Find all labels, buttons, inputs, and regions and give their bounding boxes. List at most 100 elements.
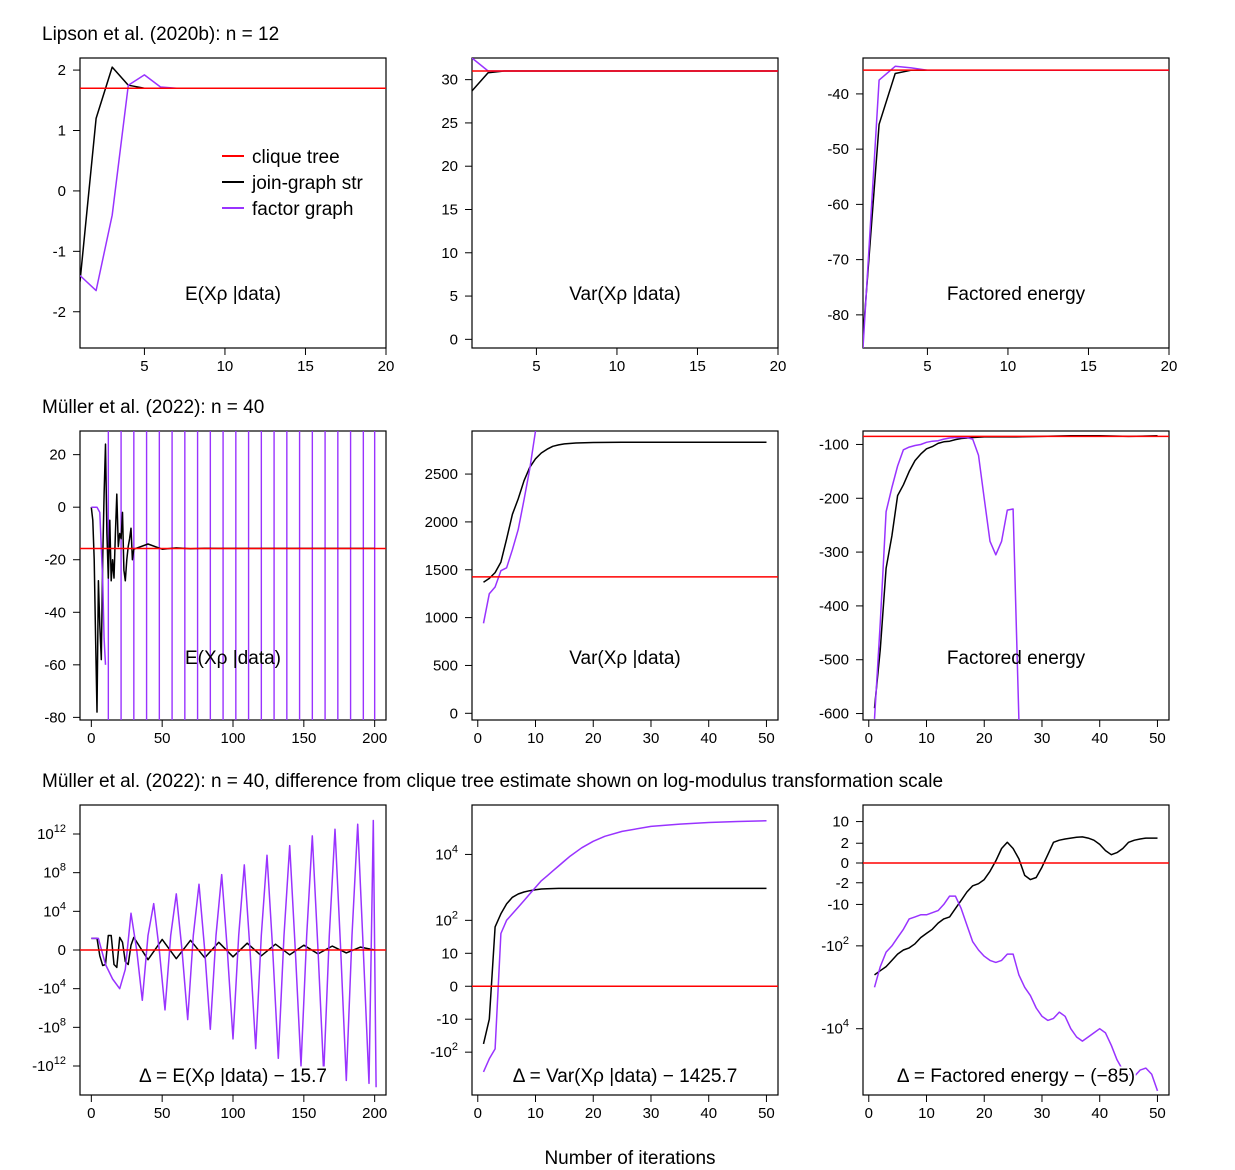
plot-area xyxy=(472,820,778,1073)
x-axis-label: Number of iterations xyxy=(544,1148,715,1169)
panel-r3c1: 0 50 100 150 200 -1012 -108 -104 0 104 108 1012 Δ = … xyxy=(32,804,387,1122)
panel-label: E(Xρ |data) xyxy=(185,284,281,305)
x-tick-label: 150 xyxy=(291,730,316,747)
x-tick-label: 30 xyxy=(643,1105,660,1122)
panel-r2c1: 0 50 100 150 200 -80 -60 -40 -20 0 20 E(Xρ |data) xyxy=(44,430,387,747)
row-title-2: Müller et al. (2022): n = 40 xyxy=(42,397,264,418)
y-tick-label: -20 xyxy=(44,552,66,569)
x-tick-label: 150 xyxy=(291,1105,316,1122)
x-tick-label: 0 xyxy=(474,730,482,747)
plot-frame xyxy=(471,430,779,721)
y-tick-label: -2 xyxy=(836,875,849,892)
y-tick-label: -50 xyxy=(827,141,849,158)
x-tick-label: 10 xyxy=(1000,358,1017,375)
x-tick-label: 20 xyxy=(585,1105,602,1122)
y-tick-label: 1 xyxy=(58,123,66,140)
plot-area xyxy=(80,66,386,292)
panel-r2c3: 0 10 20 30 40 50 -600 -500 -400 -300 -200 -100 Facto… xyxy=(819,430,1170,747)
x-tick-label: 10 xyxy=(527,730,544,747)
x-tick-label: 200 xyxy=(362,730,387,747)
x-tick-label: 0 xyxy=(865,1105,873,1122)
y-tick-label: -40 xyxy=(827,86,849,103)
series-line-factor-graph xyxy=(873,895,1159,1092)
x-tick-label: 10 xyxy=(609,358,626,375)
panel-label: E(Xρ |data) xyxy=(185,648,281,669)
y-tick-label: 500 xyxy=(433,657,458,674)
x-tick-label: 50 xyxy=(1149,730,1166,747)
x-tick-label: 10 xyxy=(527,1105,544,1122)
x-tick-label: 30 xyxy=(1034,1105,1051,1122)
x-tick-label: 40 xyxy=(700,730,717,747)
x-tick-label: 20 xyxy=(976,1105,993,1122)
y-tick-label: -102 xyxy=(430,1041,458,1061)
x-tick-label: 40 xyxy=(1091,730,1108,747)
x-tick-label: 5 xyxy=(923,358,931,375)
y-tick-label: 0 xyxy=(450,705,458,722)
y-tick-label: 2000 xyxy=(425,514,458,531)
x-tick-label: 10 xyxy=(918,730,935,747)
series-line-factor-graph xyxy=(863,65,1169,348)
panel-label: Factored energy xyxy=(947,284,1086,305)
panel-label: Δ = Factored energy − (−85) xyxy=(897,1066,1135,1087)
y-tick-label: 2 xyxy=(841,835,849,852)
x-tick-label: 10 xyxy=(918,1105,935,1122)
y-tick-label: 0 xyxy=(58,499,66,516)
x-tick-label: 30 xyxy=(643,730,660,747)
y-tick-label: 104 xyxy=(435,843,458,863)
y-tick-label: -400 xyxy=(819,598,849,615)
legend-label-join-graph: join-graph str xyxy=(251,173,364,194)
x-tick-label: 15 xyxy=(1080,358,1097,375)
x-tick-label: 15 xyxy=(689,358,706,375)
x-tick-label: 0 xyxy=(474,1105,482,1122)
y-tick-label: 0 xyxy=(450,978,458,995)
panel-label: Δ = Var(Xρ |data) − 1425.7 xyxy=(513,1066,738,1087)
y-tick-label: 10 xyxy=(441,945,458,962)
y-tick-label: 108 xyxy=(43,862,66,882)
y-tick-label: 10 xyxy=(441,245,458,262)
panel-label: Var(Xρ |data) xyxy=(569,648,681,669)
series-line-factor-graph xyxy=(91,819,377,1088)
plot-area xyxy=(472,58,778,92)
panel-label: Var(Xρ |data) xyxy=(569,284,681,305)
y-tick-label: 104 xyxy=(43,900,66,920)
y-tick-label: -80 xyxy=(827,307,849,324)
series-line-join-graph-str xyxy=(472,70,778,92)
panel-r3c3: 0 10 20 30 40 50 -104 -102 -10 -2 0 2 10 Δ = Factored… xyxy=(821,804,1170,1122)
legend: clique tree join-graph str factor graph xyxy=(222,147,364,220)
series-line-join-graph-str xyxy=(91,934,375,969)
x-tick-label: 40 xyxy=(1091,1105,1108,1122)
plot-area xyxy=(863,435,1169,720)
y-tick-label: 0 xyxy=(58,183,66,200)
x-tick-label: 40 xyxy=(700,1105,717,1122)
x-tick-label: 50 xyxy=(154,730,171,747)
y-tick-label: -102 xyxy=(821,935,849,955)
legend-label-clique-tree: clique tree xyxy=(252,147,340,168)
x-tick-label: 0 xyxy=(87,730,95,747)
series-line-join-graph-str xyxy=(482,887,767,1045)
x-tick-label: 20 xyxy=(1161,358,1178,375)
y-tick-label: -60 xyxy=(44,657,66,674)
x-tick-label: 0 xyxy=(865,730,873,747)
y-tick-label: -100 xyxy=(819,436,849,453)
panel-r3c2: 0 10 20 30 40 50 -102 -10 0 10 102 104 Δ = Var(Xρ |d… xyxy=(430,804,779,1122)
plot-area xyxy=(472,431,778,624)
series-line-factor-graph xyxy=(472,58,778,72)
series-line-factor-graph xyxy=(873,436,1020,720)
plot-frame xyxy=(862,804,1170,1096)
panel-r1c2: 5 10 15 20 0 5 10 15 20 25 30 Var(Xρ |data) xyxy=(441,57,786,375)
y-tick-label: 2 xyxy=(58,62,66,79)
x-tick-label: 100 xyxy=(220,1105,245,1122)
x-tick-label: 20 xyxy=(976,730,993,747)
y-tick-label: 0 xyxy=(450,331,458,348)
plot-area xyxy=(863,65,1169,348)
panel-r1c1: 5 10 15 20 -2 -1 0 1 2 E(Xρ |data) xyxy=(53,57,395,375)
row-title-3: Müller et al. (2022): n = 40, difference… xyxy=(42,771,943,792)
x-tick-label: 50 xyxy=(758,730,775,747)
y-tick-label: -1 xyxy=(53,243,66,260)
series-line-factor-graph xyxy=(482,820,767,1073)
x-tick-label: 20 xyxy=(378,358,395,375)
row-title-1: Lipson et al. (2020b): n = 12 xyxy=(42,24,279,45)
plot-frame xyxy=(471,804,779,1096)
x-tick-label: 0 xyxy=(87,1105,95,1122)
panel-r1c3: 5 10 15 20 -80 -70 -60 -50 -40 Factored energy xyxy=(827,57,1178,375)
